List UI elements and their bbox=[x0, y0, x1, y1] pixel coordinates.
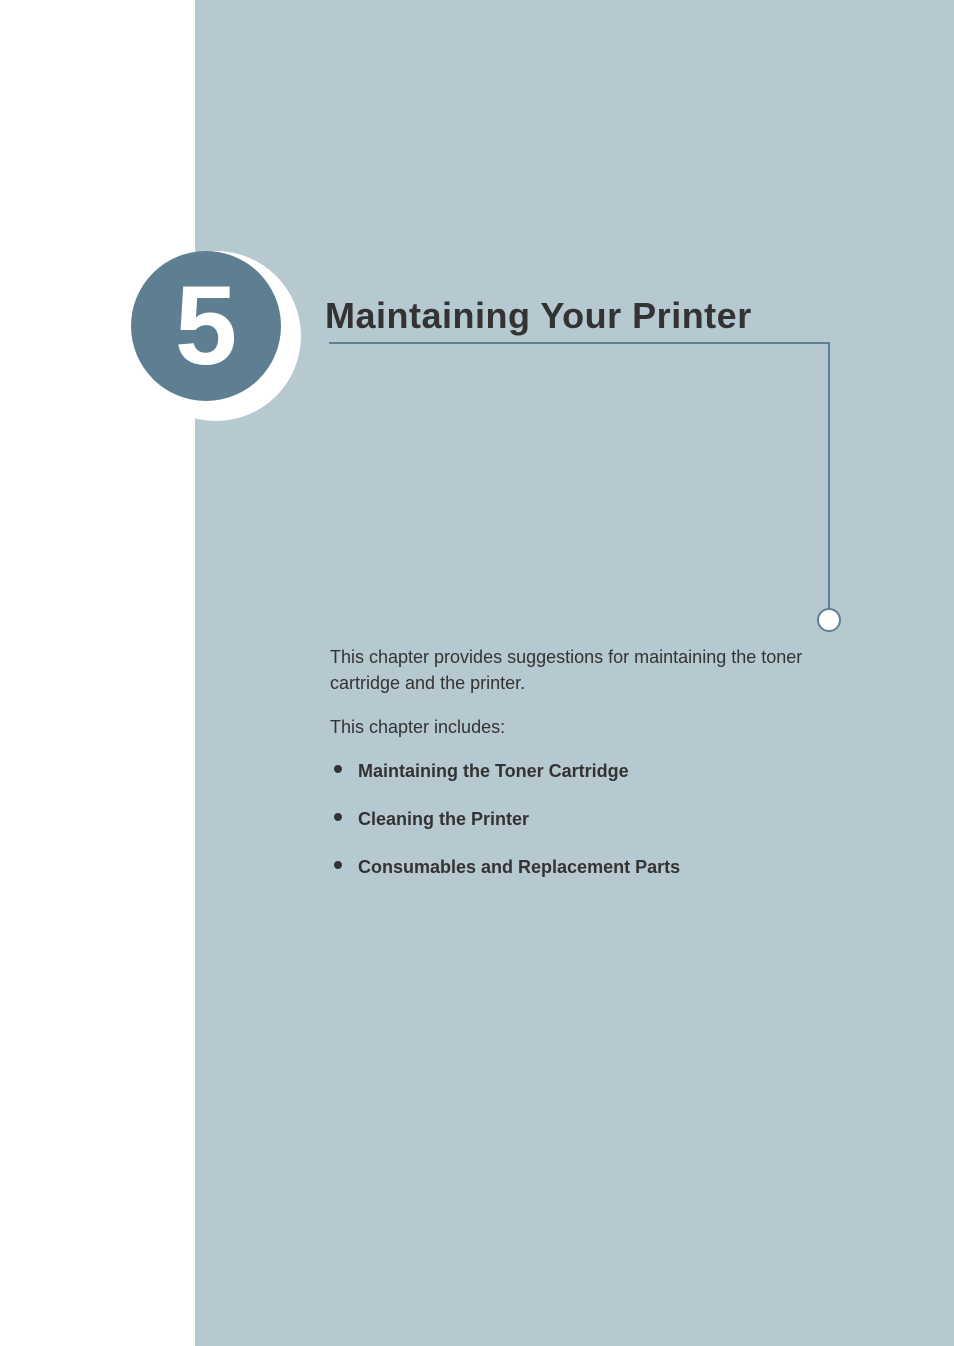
intro-paragraph-2: This chapter includes: bbox=[330, 714, 850, 740]
decor-dot bbox=[817, 608, 841, 632]
chapter-toc-list: Maintaining the Toner Cartridge Cleaning… bbox=[330, 758, 850, 880]
chapter-number: 5 bbox=[175, 270, 237, 382]
toc-item-label: Consumables and Replacement Parts bbox=[358, 857, 680, 877]
toc-item[interactable]: Consumables and Replacement Parts bbox=[330, 854, 850, 880]
toc-item[interactable]: Maintaining the Toner Cartridge bbox=[330, 758, 850, 784]
decor-line-horizontal bbox=[329, 342, 830, 344]
chapter-badge: 5 bbox=[131, 251, 281, 401]
chapter-intro-block: This chapter provides suggestions for ma… bbox=[330, 644, 850, 903]
chapter-title: Maintaining Your Printer bbox=[325, 295, 752, 337]
intro-paragraph-1: This chapter provides suggestions for ma… bbox=[330, 644, 850, 696]
toc-item-label: Cleaning the Printer bbox=[358, 809, 529, 829]
document-page: 5 Maintaining Your Printer This chapter … bbox=[0, 0, 954, 1346]
decor-line-vertical bbox=[828, 342, 830, 617]
toc-item-label: Maintaining the Toner Cartridge bbox=[358, 761, 629, 781]
toc-item[interactable]: Cleaning the Printer bbox=[330, 806, 850, 832]
